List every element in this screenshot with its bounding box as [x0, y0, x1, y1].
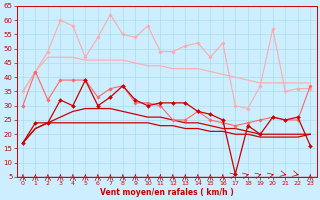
X-axis label: Vent moyen/en rafales ( km/h ): Vent moyen/en rafales ( km/h ) — [100, 188, 234, 197]
